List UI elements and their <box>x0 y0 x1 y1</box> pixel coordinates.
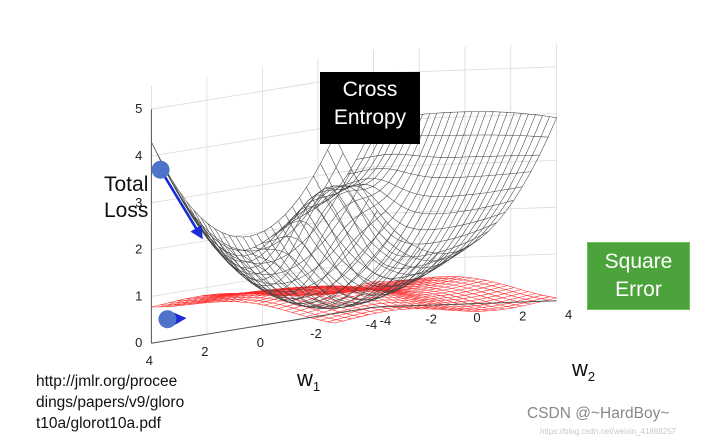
mesh-line <box>249 111 473 309</box>
mesh-line <box>228 112 452 307</box>
reference-link[interactable]: http://jmlr.org/procee dings/papers/v9/g… <box>36 371 226 434</box>
mesh-line <box>322 185 506 231</box>
mesh-line <box>306 113 529 281</box>
gradient-markers <box>151 160 203 329</box>
mesh-line <box>299 113 522 287</box>
cross-entropy-label-line: Entropy <box>333 106 407 129</box>
mesh-line <box>320 294 543 321</box>
w1-tick-label: 0 <box>257 335 264 350</box>
square-error-surface <box>151 276 557 324</box>
w2-tick-label: 0 <box>473 310 480 325</box>
mesh-line <box>193 278 416 305</box>
w2-tick-label: 4 <box>565 307 572 322</box>
cross-entropy-gradient-arrow <box>159 169 203 240</box>
z-tick-label: 1 <box>135 288 142 303</box>
mesh-line <box>306 291 529 317</box>
z-axis-label-line: Loss <box>104 199 149 222</box>
w1-tick-label: -4 <box>366 317 378 332</box>
z-axis-label: Total Loss <box>104 172 166 224</box>
mesh-line <box>186 279 409 306</box>
mesh-line <box>334 117 557 254</box>
mesh-line <box>279 205 463 288</box>
mesh-line <box>320 115 543 269</box>
reference-line: http://jmlr.org/procee <box>36 373 178 390</box>
cross-entropy-label-line: Cross <box>342 78 398 101</box>
mesh-line <box>179 117 402 275</box>
mesh-line <box>277 111 501 300</box>
w1-tick-label: -2 <box>310 326 322 341</box>
mesh-line <box>221 112 445 305</box>
w2-axis-label: w2 <box>571 356 595 384</box>
reference-line: t10a/glorot10a.pdf <box>36 415 161 432</box>
mesh-line <box>292 287 515 313</box>
mesh-line <box>313 114 536 275</box>
square-error-start-point <box>158 310 177 329</box>
mesh-line <box>285 285 508 311</box>
w1-axis-label: w1 <box>296 366 320 394</box>
axis-labels: w1 w2 <box>296 356 595 394</box>
watermark: CSDN @~HardBoy~ <box>527 405 670 422</box>
reference-line: dings/papers/v9/gloro <box>36 394 185 411</box>
mesh-line <box>313 293 536 319</box>
z-tick-label: 0 <box>135 335 142 350</box>
mesh-line <box>193 114 416 287</box>
cross-entropy-label: Cross Entropy <box>320 72 420 144</box>
mesh-line <box>242 111 466 309</box>
square-error-label: Square Error <box>587 242 690 310</box>
mesh-line <box>327 116 550 262</box>
square-error-label-line: Error <box>615 278 662 301</box>
mesh-line <box>292 112 515 292</box>
z-tick-label: 4 <box>135 148 142 163</box>
z-tick-label: 3 <box>135 195 142 210</box>
cross-entropy-surface <box>151 111 557 309</box>
w2-tick-label: 2 <box>519 308 526 323</box>
mesh-line <box>339 178 523 197</box>
watermark-url: https://blog.csdn.net/weixin_41868257 <box>540 427 677 436</box>
w1-axis <box>151 306 374 344</box>
z-axis-label-line: Total <box>104 173 149 196</box>
w2-tick-label: -2 <box>425 312 437 327</box>
mesh-line <box>219 237 404 307</box>
mesh-line <box>334 297 557 324</box>
w1-tick-label: 4 <box>146 353 153 368</box>
mesh-line <box>327 296 550 323</box>
mesh-line <box>207 113 431 297</box>
tick-labels: 0 1 2 3 4 5 4 2 0 -2 -4 -4 -2 0 2 4 <box>135 101 572 368</box>
mesh-line <box>285 112 508 296</box>
mesh-line <box>299 289 522 315</box>
mesh-line <box>186 115 409 281</box>
axes <box>150 109 557 344</box>
z-tick-label: 5 <box>135 101 142 116</box>
z-tick-label: 2 <box>135 242 142 257</box>
w2-axis <box>373 300 557 308</box>
mesh-line <box>200 114 423 292</box>
mesh-line <box>151 135 335 238</box>
square-error-label-line: Square <box>604 250 673 273</box>
mesh-line <box>214 113 438 301</box>
cross-entropy-start-point <box>151 160 170 179</box>
w2-tick-label: -4 <box>380 313 392 328</box>
w1-tick-label: 2 <box>201 344 208 359</box>
